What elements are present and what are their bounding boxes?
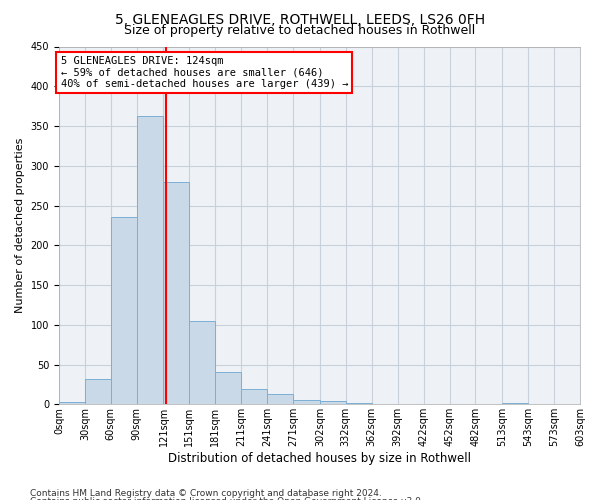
Bar — [137, 116, 163, 405]
Text: Size of property relative to detached houses in Rothwell: Size of property relative to detached ho… — [124, 24, 476, 37]
Text: 5, GLENEAGLES DRIVE, ROTHWELL, LEEDS, LS26 0FH: 5, GLENEAGLES DRIVE, ROTHWELL, LEEDS, LS… — [115, 12, 485, 26]
Bar — [320, 401, 346, 404]
Bar — [163, 182, 190, 404]
Text: Contains public sector information licensed under the Open Government Licence v3: Contains public sector information licen… — [30, 497, 424, 500]
Bar — [85, 379, 111, 404]
Y-axis label: Number of detached properties: Number of detached properties — [15, 138, 25, 313]
Bar — [111, 218, 137, 404]
Bar — [215, 372, 241, 404]
Bar — [59, 402, 85, 404]
Bar — [241, 389, 267, 404]
Bar — [293, 400, 320, 404]
X-axis label: Distribution of detached houses by size in Rothwell: Distribution of detached houses by size … — [168, 452, 471, 465]
Text: Contains HM Land Registry data © Crown copyright and database right 2024.: Contains HM Land Registry data © Crown c… — [30, 488, 382, 498]
Bar — [267, 394, 293, 404]
Bar — [190, 321, 215, 404]
Text: 5 GLENEAGLES DRIVE: 124sqm
← 59% of detached houses are smaller (646)
40% of sem: 5 GLENEAGLES DRIVE: 124sqm ← 59% of deta… — [61, 56, 348, 89]
